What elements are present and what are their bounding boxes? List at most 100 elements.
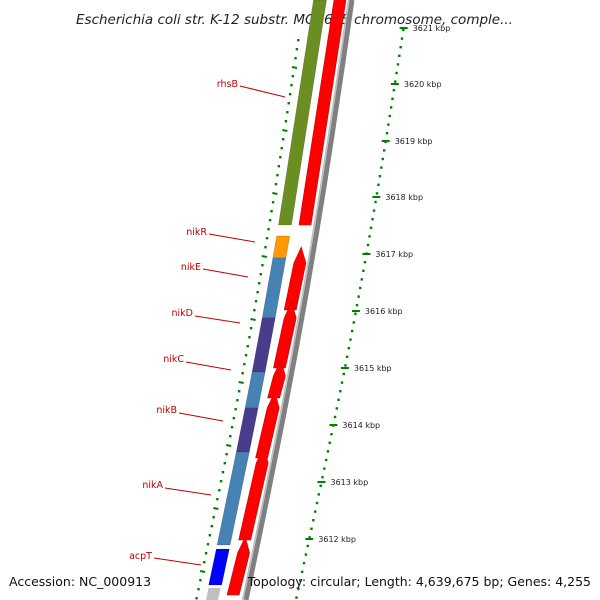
kbp-tick-label: 3620 kbp (404, 80, 442, 89)
outer-ring-dot (321, 476, 324, 479)
outer-ring-dot (360, 278, 364, 281)
leader-line-acpT (153, 557, 202, 566)
outer-ring-dot (324, 458, 328, 462)
gene-block-nikR (272, 235, 291, 259)
outer-ring-dot (350, 329, 354, 333)
outer-ring-dot (326, 450, 330, 453)
leader-line-nikE (202, 268, 249, 278)
outer-ring-dot (375, 192, 379, 195)
inner-ring-dot (199, 579, 202, 582)
backbone-highlight (241, 0, 350, 600)
inner-ring-dot (279, 156, 282, 159)
outer-ring-dot (369, 226, 373, 229)
outer-ring-dot (319, 484, 322, 487)
inner-ring-tick (250, 318, 256, 321)
outer-ring-dot (374, 200, 377, 204)
outer-ring-dot (382, 149, 386, 152)
inner-ring-tick (199, 570, 206, 573)
gene-block-rhsB (278, 0, 327, 226)
outer-ring-dot (372, 209, 376, 212)
outer-ring-dot (398, 54, 401, 57)
outer-ring-dot (352, 321, 355, 324)
outer-ring-dot (395, 71, 398, 75)
gene-block-nikD (251, 317, 276, 373)
inner-ring-dot (274, 183, 278, 186)
inner-tick-ring (195, 39, 300, 600)
outer-ring-dot (333, 415, 337, 419)
kbp-tick-label: 3614 kbp (342, 421, 380, 430)
backbone-line (243, 0, 355, 600)
inner-ring-dot (216, 498, 219, 501)
inner-ring-dot (244, 354, 248, 357)
gene-track (206, 0, 327, 600)
inner-ring-dot (276, 174, 279, 177)
leader-line-nikB (178, 412, 224, 422)
outer-ring-dot (357, 295, 360, 298)
inner-ring-dot (267, 228, 270, 231)
gene-block-nikA (216, 451, 250, 546)
inner-ring-tick (226, 444, 232, 447)
inner-ring-dot (290, 84, 293, 87)
gene-label-nikA[interactable]: nikA (142, 480, 163, 491)
inner-ring-dot (237, 390, 241, 393)
inner-ring-dot (243, 363, 246, 366)
inner-ring-dot (288, 93, 292, 96)
cds-arrow (298, 0, 347, 226)
inner-ring-dot (280, 147, 283, 150)
gene-label-rhsB[interactable]: rhsB (217, 79, 238, 90)
outer-ring-dot (335, 407, 339, 410)
leader-line-nikR (208, 233, 256, 243)
inner-ring-dot (259, 273, 263, 276)
outer-ring-dot (312, 519, 315, 522)
outer-ring-dot (380, 166, 383, 169)
outer-ring-dot (295, 596, 298, 599)
gene-label-nikR[interactable]: nikR (186, 227, 207, 238)
outer-ring-dot (349, 338, 352, 341)
outer-ring-dot (396, 63, 400, 66)
outer-ring-dot (359, 286, 362, 290)
outer-ring-dot (388, 114, 391, 118)
inner-ring-dot (261, 264, 264, 267)
inner-ring-tick (282, 129, 288, 132)
gene-label-nikD[interactable]: nikD (172, 308, 193, 319)
outer-ring-dot (337, 398, 340, 401)
inner-ring-dot (284, 120, 288, 123)
inner-ring-dot (221, 471, 225, 474)
inner-ring-dot (268, 219, 272, 222)
outer-ring-dot (345, 355, 349, 358)
map-title: Escherichia coli str. K-12 substr. MG165… (76, 12, 513, 28)
kbp-tick-label: 3615 kbp (354, 364, 392, 373)
kbp-tick-label: 3617 kbp (375, 250, 413, 259)
leader-line-rhsB (239, 85, 286, 98)
outer-ring-dot (385, 132, 389, 135)
inner-ring-dot (230, 426, 234, 429)
inner-ring-dot (218, 489, 221, 492)
kbp-tick-label: 3619 kbp (395, 137, 433, 146)
outer-ring-dot (394, 80, 397, 83)
gene-label-nikB[interactable]: nikB (156, 405, 177, 416)
gene-label-acpT[interactable]: acpT (129, 551, 152, 562)
outer-ring-dot (387, 123, 390, 126)
outer-ring-dot (363, 261, 367, 264)
outer-ring-dot (368, 235, 371, 238)
inner-ring-dot (258, 282, 261, 285)
outer-ring-dot (315, 501, 319, 505)
inner-ring-dot (223, 462, 227, 465)
outer-ring-dot (399, 46, 402, 49)
inner-ring-dot (254, 300, 258, 303)
kbp-tick-label: 3612 kbp (318, 535, 356, 544)
outer-tick-ring: 3621 kbp 3620 kbp 3619 kbp 3618 kbp 3617 kbp… (295, 24, 450, 599)
kbp-tick-label: 3621 kbp (413, 24, 451, 33)
outer-ring-dot (378, 175, 382, 178)
gene-label-nikE[interactable]: nikE (181, 262, 201, 273)
gene-label-nikC[interactable]: nikC (163, 354, 184, 365)
inner-ring-dot (203, 561, 206, 564)
outer-ring-dot (389, 106, 393, 109)
outer-ring-dot (330, 433, 333, 436)
inner-ring-dot (264, 246, 267, 249)
cds-arrow (238, 446, 269, 541)
gene-block-acpT (208, 548, 230, 586)
outer-ring-dot (300, 570, 304, 573)
inner-ring-dot (297, 39, 300, 42)
